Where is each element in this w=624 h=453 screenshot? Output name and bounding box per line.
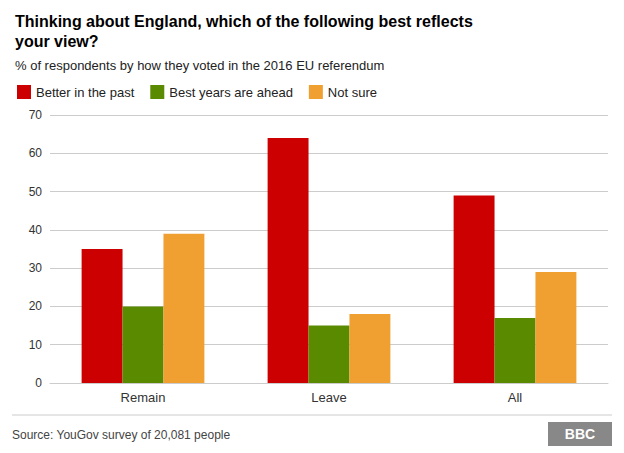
svg-text:Not sure: Not sure	[328, 85, 377, 100]
svg-text:Leave: Leave	[311, 390, 346, 405]
svg-text:All: All	[508, 390, 523, 405]
svg-text:BBC: BBC	[565, 426, 595, 442]
svg-text:Remain: Remain	[121, 390, 166, 405]
svg-text:40: 40	[29, 223, 43, 237]
svg-text:0: 0	[35, 376, 42, 390]
svg-text:your view?: your view?	[15, 33, 99, 50]
svg-text:% of respondents by how they v: % of respondents by how they voted in th…	[15, 58, 384, 73]
svg-text:Best years are ahead: Best years are ahead	[169, 85, 293, 100]
svg-text:50: 50	[29, 185, 43, 199]
svg-text:30: 30	[29, 261, 43, 275]
svg-text:Thinking about England, which: Thinking about England, which of the fol…	[15, 13, 473, 30]
svg-text:20: 20	[29, 299, 43, 313]
svg-text:Source: YouGov survey of 20,08: Source: YouGov survey of 20,081 people	[12, 428, 230, 442]
svg-text:60: 60	[29, 146, 43, 160]
svg-text:70: 70	[29, 108, 43, 122]
svg-text:10: 10	[29, 338, 43, 352]
svg-text:Better in the past: Better in the past	[36, 85, 135, 100]
